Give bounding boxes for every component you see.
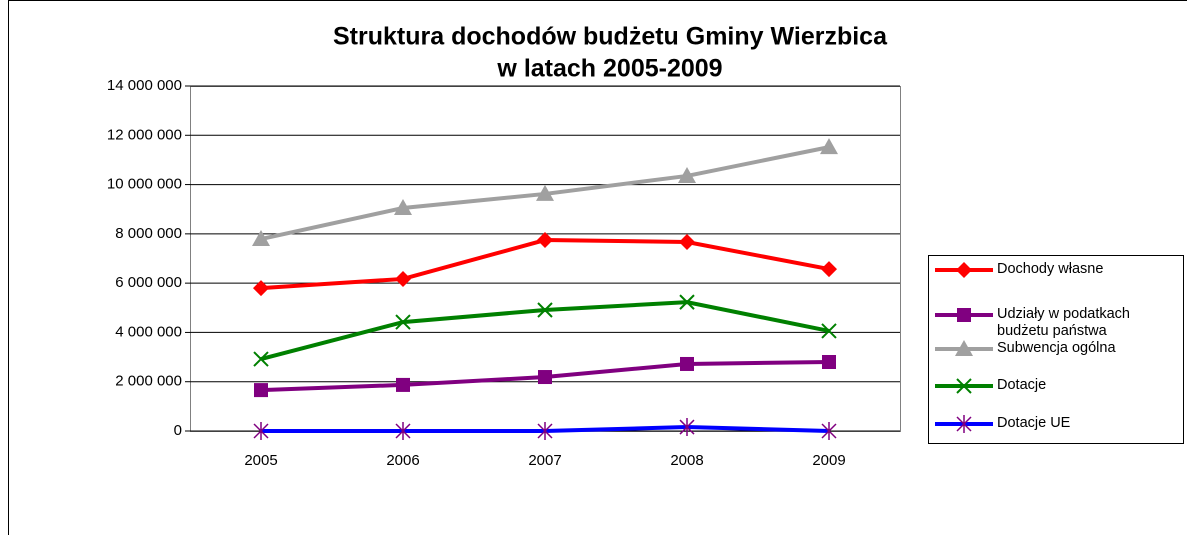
marker	[395, 422, 411, 440]
marker	[679, 233, 695, 250]
y-tick-label: 2 000 000	[115, 373, 182, 390]
marker	[678, 166, 696, 183]
marker	[254, 383, 268, 398]
marker	[956, 262, 972, 278]
marker	[956, 378, 972, 394]
marker	[252, 230, 270, 247]
x-tick-label: 2009	[812, 452, 845, 469]
marker	[537, 302, 553, 318]
marker	[820, 138, 838, 155]
marker	[537, 232, 553, 249]
marker	[536, 184, 554, 201]
y-tick-label: 10 000 000	[107, 176, 182, 193]
legend-label: Subwencja ogólna	[997, 340, 1116, 356]
chart-title: w latach 2005-2009	[496, 55, 722, 83]
y-tick-label: 4 000 000	[115, 323, 182, 340]
marker	[956, 415, 972, 433]
x-tick-label: 2007	[528, 452, 561, 469]
marker	[821, 323, 837, 339]
marker	[253, 280, 269, 297]
marker	[537, 422, 553, 440]
x-tick-label: 2008	[670, 452, 703, 469]
marker	[955, 340, 973, 356]
y-tick-label: 0	[174, 422, 182, 439]
y-tick-label: 6 000 000	[115, 274, 182, 291]
legend-label: Dotacje UE	[997, 415, 1071, 431]
marker	[680, 356, 694, 371]
y-tick-label: 12 000 000	[107, 126, 182, 143]
y-tick-label: 8 000 000	[115, 225, 182, 242]
marker	[395, 314, 411, 330]
x-tick-label: 2005	[244, 452, 277, 469]
legend-label: Dochody własne	[997, 261, 1104, 277]
marker	[821, 261, 837, 278]
marker	[538, 370, 552, 385]
marker	[679, 418, 695, 437]
marker	[822, 355, 836, 369]
marker	[253, 422, 269, 440]
marker	[957, 308, 971, 322]
chart-title: Struktura dochodów budżetu Gminy Wierzbi…	[333, 23, 888, 51]
marker	[394, 198, 412, 215]
legend-label: Dotacje	[997, 377, 1047, 393]
marker	[396, 377, 410, 392]
legend-label: Udziały w podatkach budżetu państwa	[997, 306, 1130, 339]
marker	[679, 294, 695, 310]
marker	[821, 422, 837, 440]
marker	[395, 270, 411, 287]
marker	[253, 351, 269, 367]
y-tick-label: 14 000 000	[107, 77, 182, 94]
x-tick-label: 2006	[386, 452, 419, 469]
